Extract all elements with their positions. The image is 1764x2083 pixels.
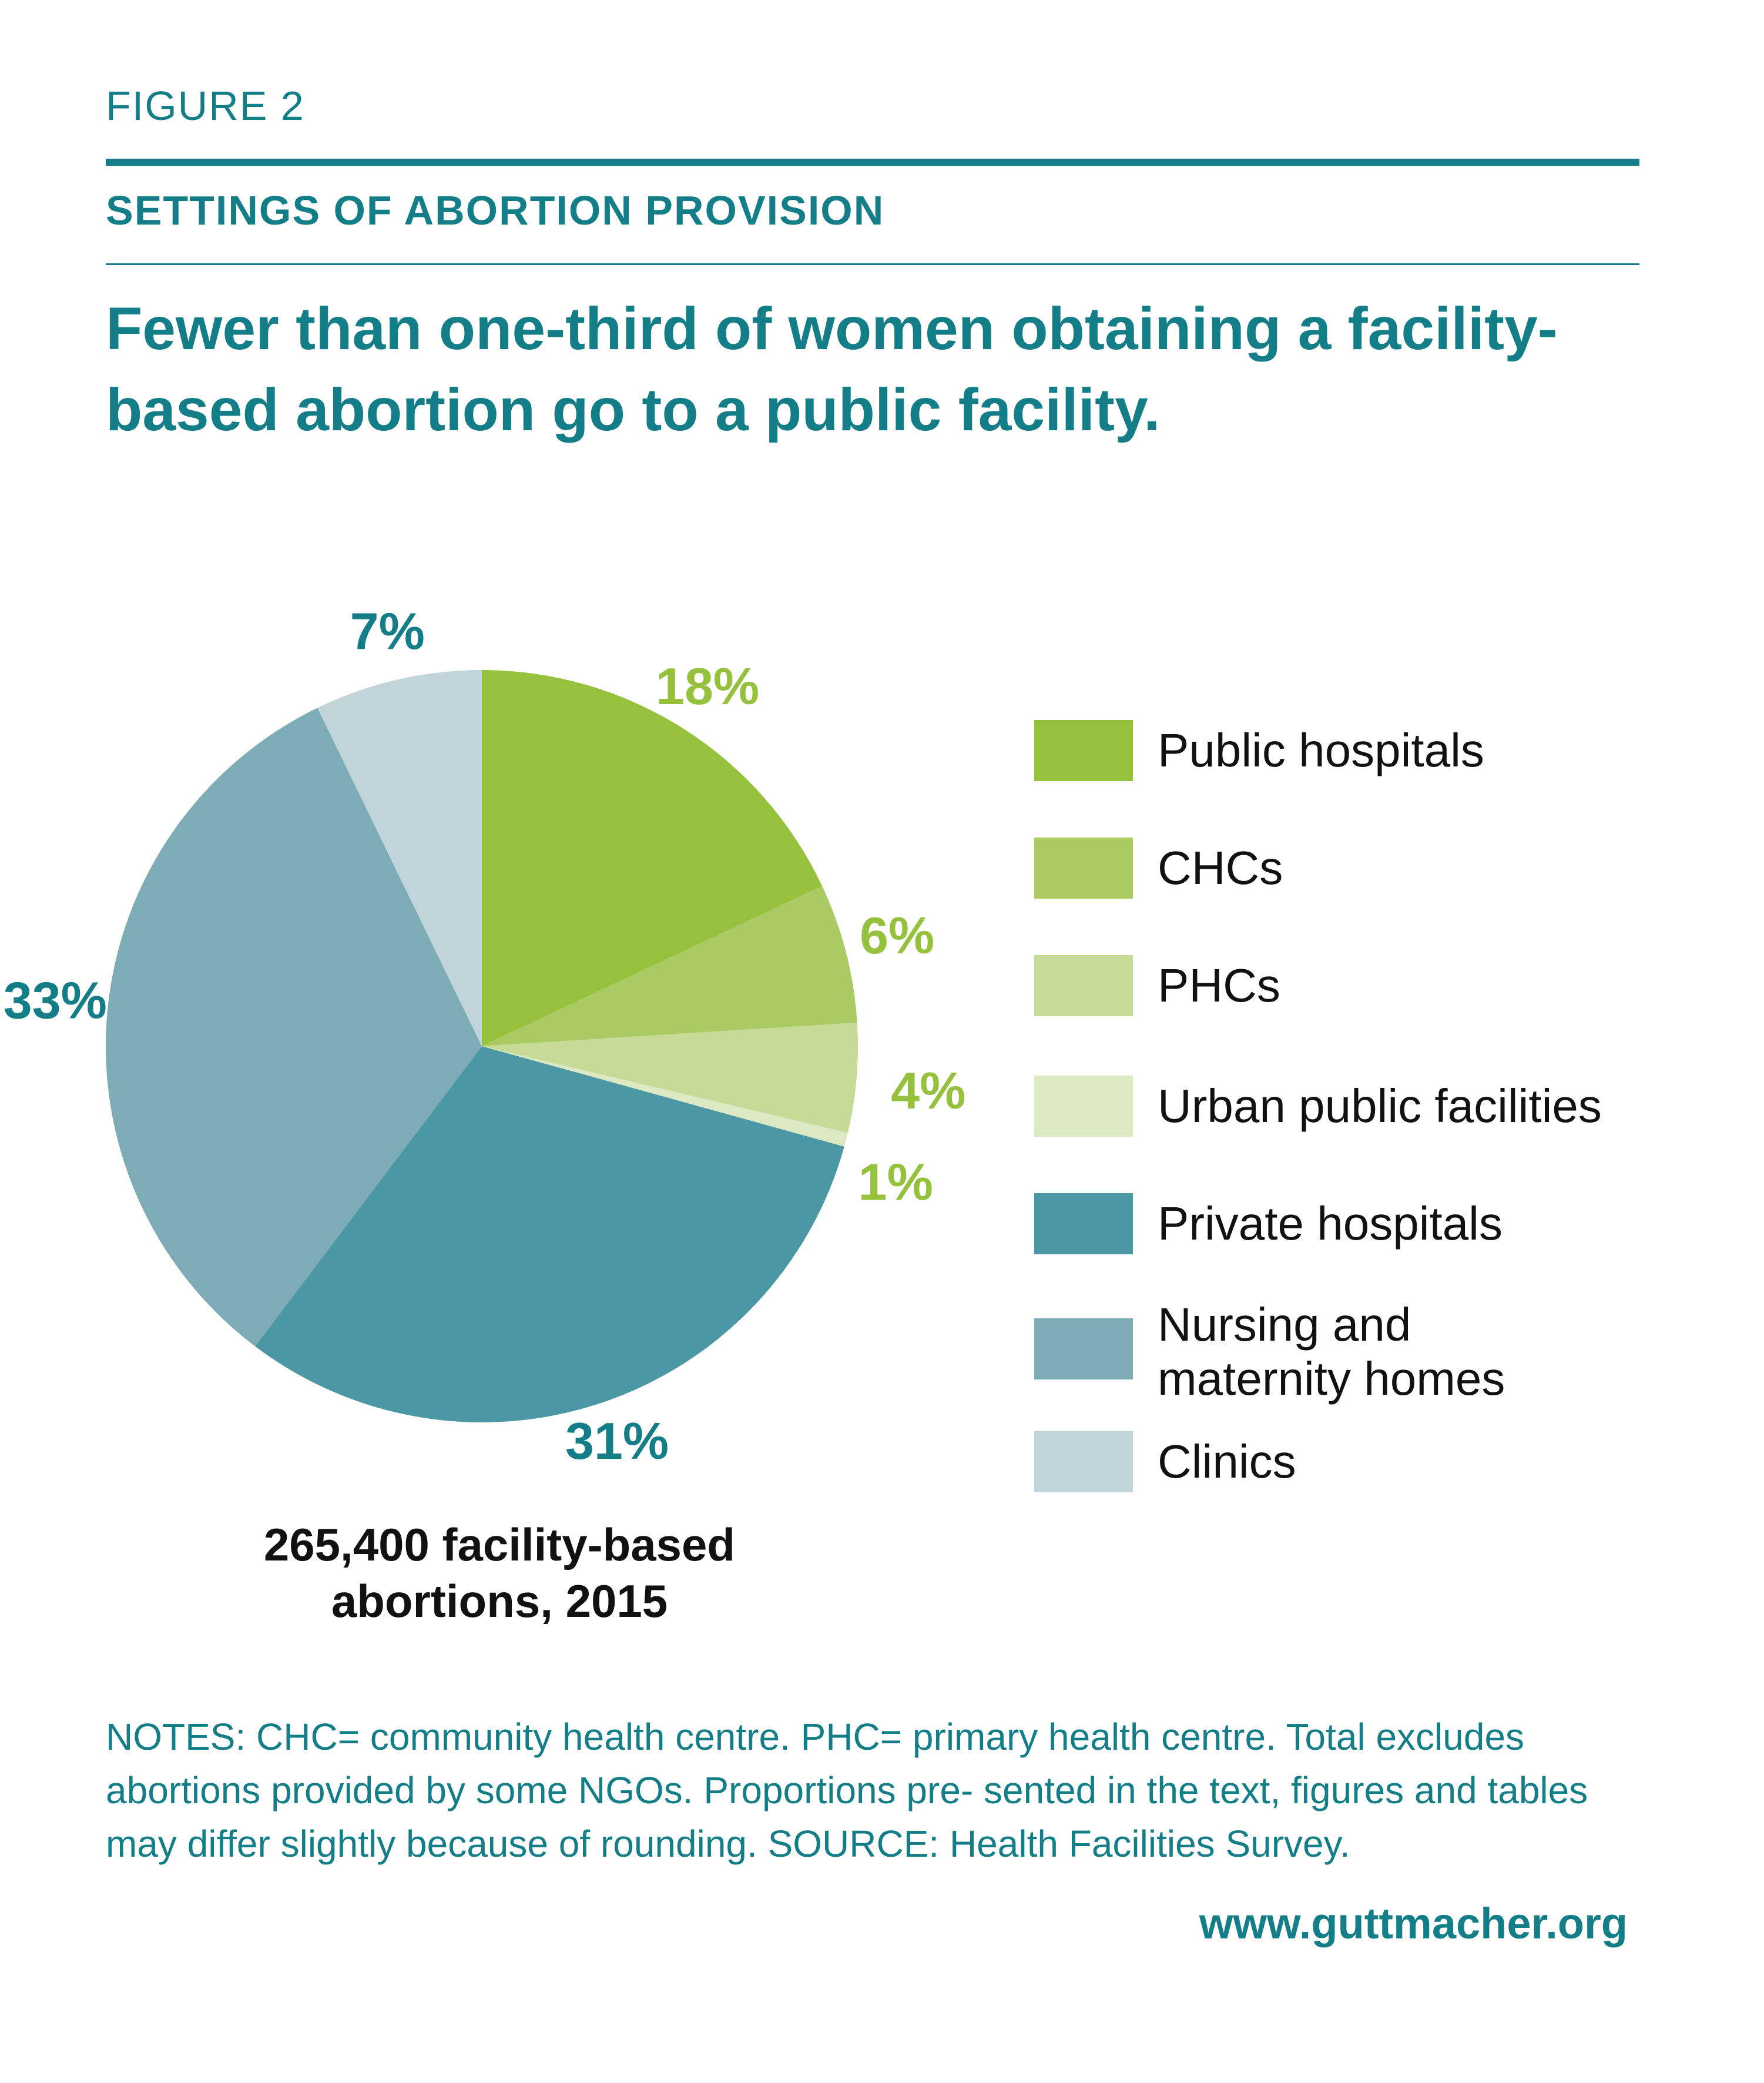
slice-label-phcs: 4% [891,1061,965,1120]
chart-caption: 265,400 facility-based abortions, 2015 [194,1516,805,1629]
section-title: SETTINGS OF ABORTION PROVISION [106,187,885,233]
caption-line: 265,400 facility-based [263,1519,736,1570]
legend-label-nursing-and-maternity-homes: Nursing and maternity homes [1158,1298,1505,1406]
slice-label-private-hospitals: 31% [565,1412,669,1470]
slice-label-urban-public-facilities: 1% [858,1153,933,1211]
pie-slice-nursing-and-maternity-homes [105,708,482,1347]
pie-chart: 18% 6% 4% 1% 31% 33% 7% [4,602,966,1470]
section-rule [106,263,1639,265]
legend-swatch-nursing-and-maternity-homes [1034,1318,1133,1379]
pie-slices [105,670,858,1422]
top-rule [106,159,1639,166]
legend-label-public-hospitals: Public hospitals [1158,724,1484,776]
legend-swatch-chcs [1034,838,1133,899]
figure-label: FIGURE 2 [106,83,305,129]
pie-slice-urban-public-facilities [482,1046,848,1147]
legend-label-clinics: Clinics [1158,1435,1296,1488]
footer-url[interactable]: www.guttmacher.org [1199,1899,1628,1948]
legend-label-line: Nursing and [1158,1298,1411,1351]
slice-label-public-hospitals: 18% [656,657,759,715]
notes: NOTES: CHC= community health centre. PHC… [106,1716,1588,1865]
legend-swatch-private-hospitals [1034,1193,1133,1254]
legend-swatch-public-hospitals [1034,720,1133,781]
pie-slice-labels: 18% 6% 4% 1% 31% 33% 7% [4,602,966,1470]
pie-slice-chcs [482,886,857,1046]
slice-label-chcs: 6% [860,906,934,965]
legend-label-private-hospitals: Private hospitals [1158,1197,1503,1250]
pie-slice-phcs [482,1022,858,1133]
legend-label-chcs: CHCs [1158,842,1283,894]
slice-label-nursing-and-maternity-homes: 33% [4,971,107,1029]
legend-swatch-phcs [1034,955,1133,1016]
legend-swatch-urban-public-facilities [1034,1076,1133,1137]
pie-slice-clinics [317,670,482,1046]
pie-slice-public-hospitals [482,670,823,1046]
caption-line: abortions, 2015 [331,1575,668,1627]
legend-swatch-clinics [1034,1431,1133,1492]
legend-label-urban-public-facilities: Urban public facilities [1158,1080,1602,1132]
legend-label-phcs: PHCs [1158,959,1280,1012]
pie-slice-private-hospitals [255,1046,844,1422]
page-title: Fewer than one-third of women obtaining … [106,295,1558,443]
legend-label-line: maternity homes [1158,1352,1505,1405]
slice-label-clinics: 7% [350,602,425,661]
